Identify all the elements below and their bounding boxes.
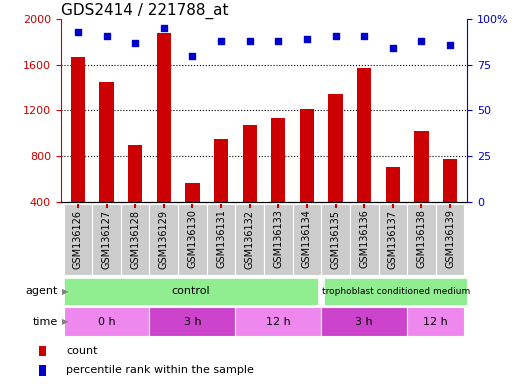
- Point: [417, 38, 426, 44]
- Bar: [414, 131, 429, 247]
- Bar: [39, 365, 46, 376]
- Bar: [185, 184, 200, 247]
- Text: GSM136134: GSM136134: [302, 210, 312, 268]
- Point: [389, 45, 397, 51]
- Bar: [328, 94, 343, 247]
- Text: GSM136129: GSM136129: [159, 210, 169, 268]
- Bar: [379, 204, 407, 275]
- Text: 3 h: 3 h: [184, 316, 201, 327]
- Text: GDS2414 / 221788_at: GDS2414 / 221788_at: [61, 3, 228, 19]
- Point: [332, 33, 340, 39]
- Text: ▶: ▶: [62, 287, 68, 296]
- Text: GSM136132: GSM136132: [244, 210, 254, 268]
- Bar: [149, 307, 235, 336]
- Point: [131, 40, 139, 46]
- Bar: [235, 204, 264, 275]
- Bar: [71, 57, 85, 247]
- Bar: [128, 145, 143, 247]
- Text: 3 h: 3 h: [355, 316, 373, 327]
- Text: time: time: [33, 316, 58, 327]
- Bar: [63, 278, 318, 305]
- Bar: [207, 204, 235, 275]
- Text: 0 h: 0 h: [98, 316, 115, 327]
- Bar: [121, 204, 149, 275]
- Text: percentile rank within the sample: percentile rank within the sample: [67, 365, 254, 375]
- Bar: [385, 167, 400, 247]
- Text: GSM136131: GSM136131: [216, 210, 226, 268]
- Text: GSM136133: GSM136133: [274, 210, 284, 268]
- Bar: [321, 307, 407, 336]
- Point: [446, 42, 454, 48]
- Bar: [149, 204, 178, 275]
- Bar: [443, 159, 457, 247]
- Text: GSM136139: GSM136139: [445, 210, 455, 268]
- Point: [188, 53, 196, 59]
- Point: [246, 38, 254, 44]
- Bar: [350, 204, 379, 275]
- Point: [303, 36, 311, 42]
- Bar: [214, 139, 228, 247]
- Bar: [324, 278, 467, 305]
- Bar: [407, 204, 436, 275]
- Bar: [357, 68, 371, 247]
- Bar: [321, 204, 350, 275]
- Bar: [436, 204, 465, 275]
- Bar: [63, 204, 92, 275]
- Bar: [92, 204, 121, 275]
- Point: [74, 29, 82, 35]
- Text: agent: agent: [26, 286, 58, 296]
- Text: GSM136127: GSM136127: [101, 210, 111, 268]
- Bar: [99, 82, 114, 247]
- Text: control: control: [172, 286, 210, 296]
- Text: count: count: [67, 346, 98, 356]
- Text: 12 h: 12 h: [423, 316, 448, 327]
- Bar: [235, 307, 321, 336]
- Bar: [157, 33, 171, 247]
- Text: 12 h: 12 h: [266, 316, 291, 327]
- Bar: [264, 204, 293, 275]
- Text: GSM136135: GSM136135: [331, 210, 341, 268]
- Bar: [271, 118, 286, 247]
- Text: GSM136136: GSM136136: [359, 210, 369, 268]
- Point: [102, 33, 111, 39]
- Bar: [407, 307, 465, 336]
- Text: GSM136128: GSM136128: [130, 210, 140, 268]
- Text: trophoblast conditioned medium: trophoblast conditioned medium: [322, 287, 470, 296]
- Bar: [300, 109, 314, 247]
- Text: ▶: ▶: [62, 317, 68, 326]
- Bar: [293, 204, 321, 275]
- Point: [274, 38, 282, 44]
- Point: [360, 33, 369, 39]
- Bar: [39, 346, 46, 356]
- Text: GSM136130: GSM136130: [187, 210, 197, 268]
- Bar: [178, 204, 207, 275]
- Point: [159, 25, 168, 31]
- Bar: [242, 125, 257, 247]
- Text: GSM136137: GSM136137: [388, 210, 398, 268]
- Text: GSM136138: GSM136138: [417, 210, 427, 268]
- Point: [217, 38, 225, 44]
- Bar: [63, 307, 149, 336]
- Text: GSM136126: GSM136126: [73, 210, 83, 268]
